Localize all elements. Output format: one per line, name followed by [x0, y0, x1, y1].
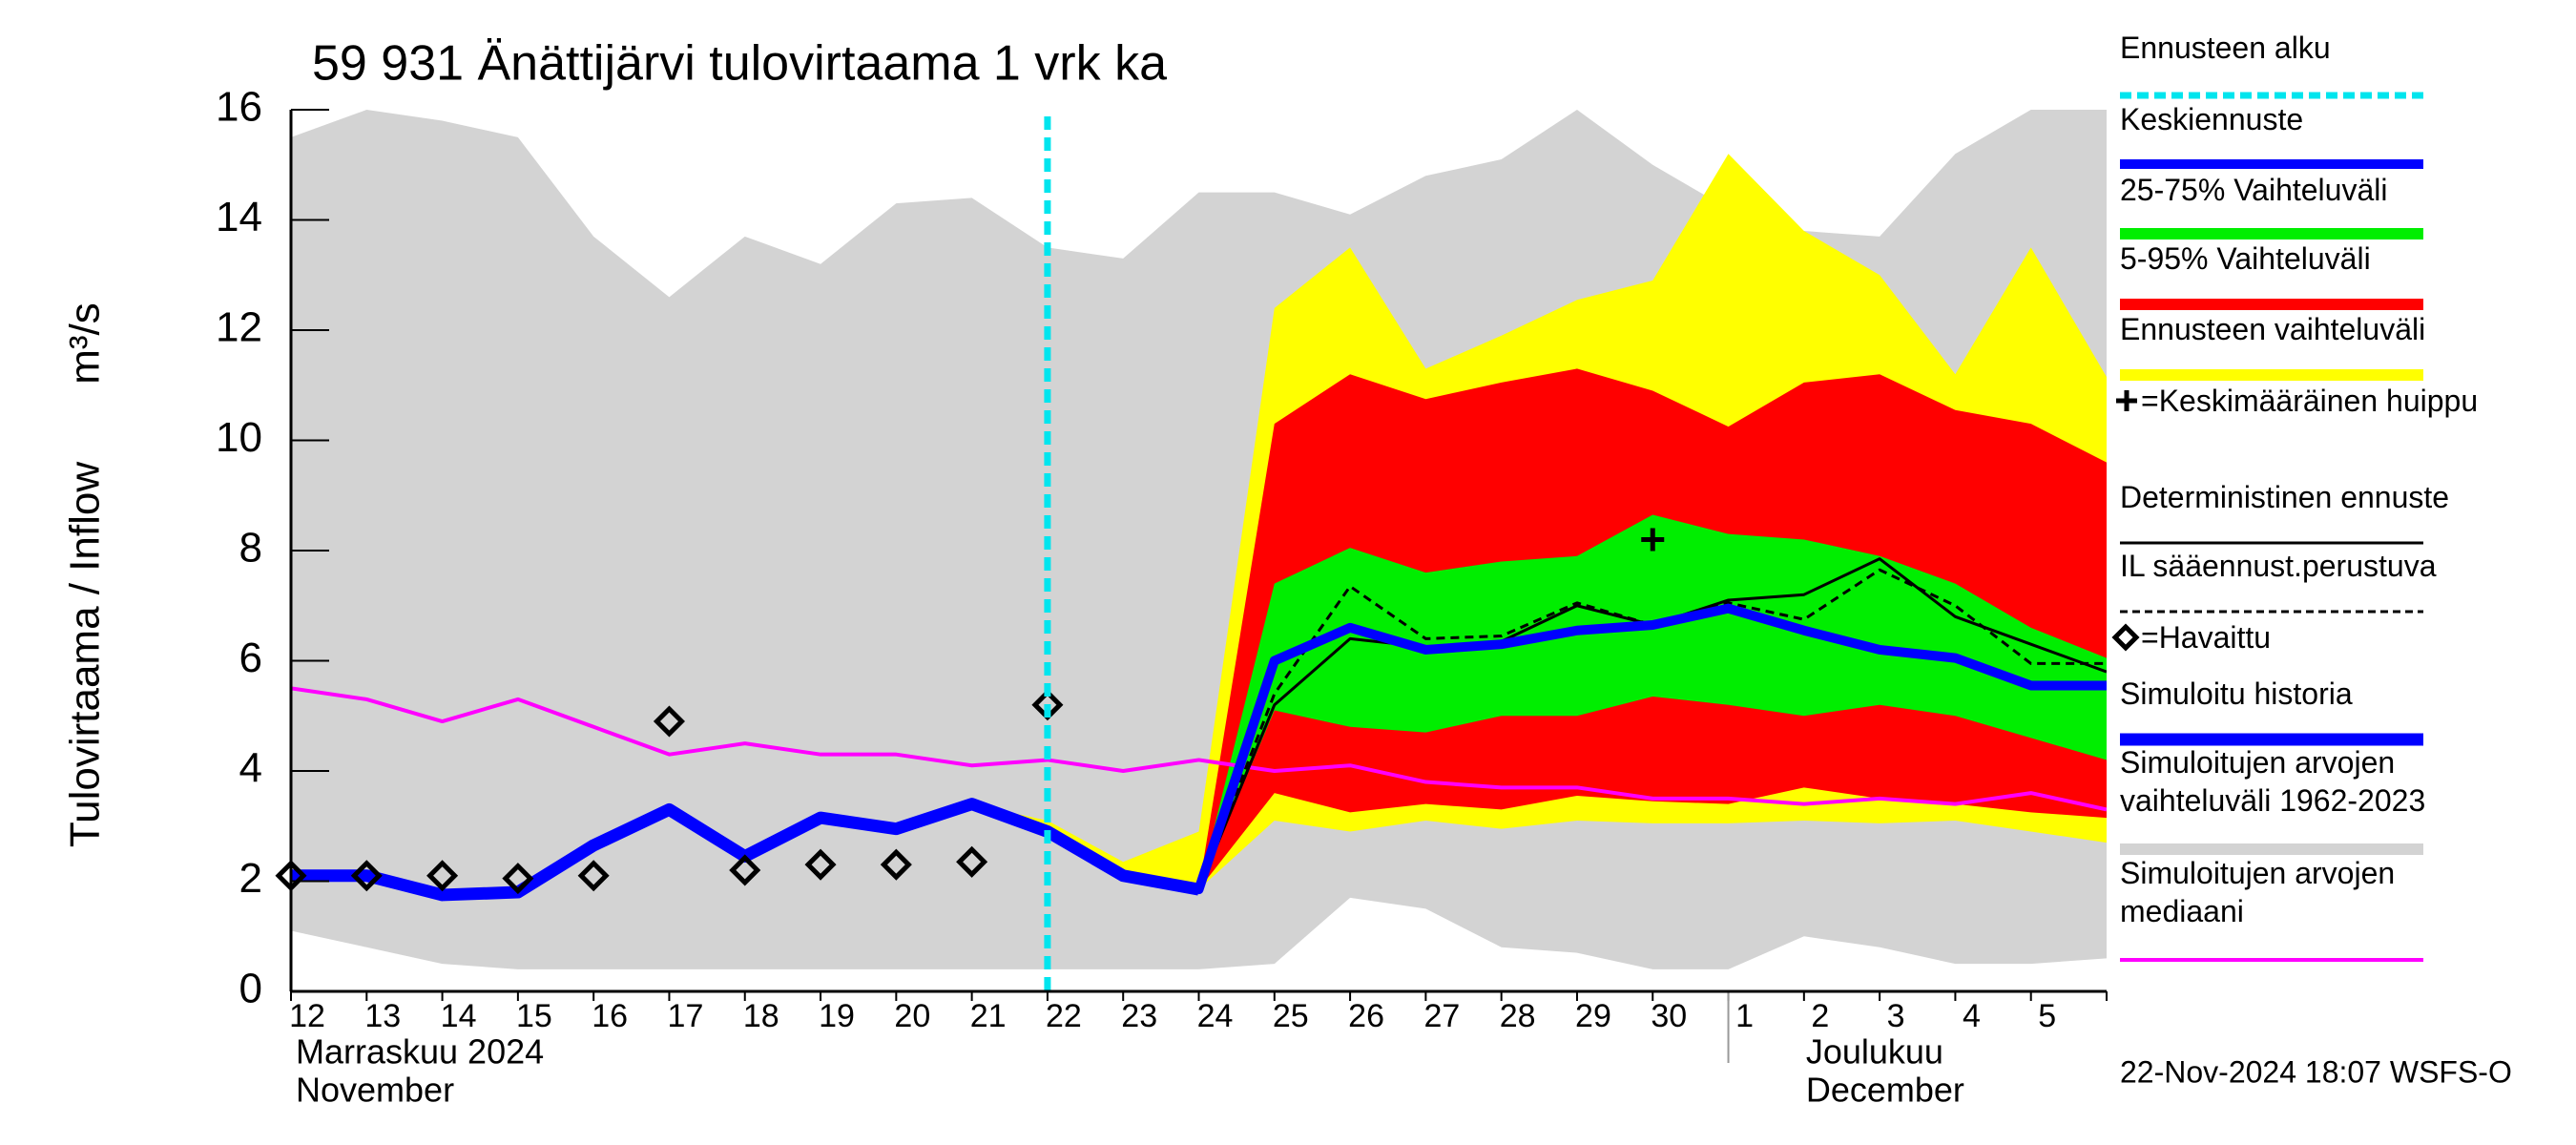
x-tick-label: 20 [894, 998, 930, 1034]
observed-marker [956, 845, 988, 878]
x-tick-label: 17 [668, 998, 704, 1034]
x-tick-label: 12 [289, 998, 325, 1034]
legend-icon [2111, 623, 2140, 652]
band [1198, 514, 2107, 890]
legend-icon [2116, 390, 2137, 411]
legend-label: 5-95% Vaihteluväli [2120, 241, 2371, 276]
legend-label: =Havaittu [2141, 620, 2272, 655]
x-tick-label: 26 [1348, 998, 1384, 1034]
x-tick-label: 22 [1046, 998, 1082, 1034]
observed-marker [426, 860, 459, 892]
observed-marker [729, 854, 761, 886]
legend-label: Deterministinen ennuste [2120, 480, 2450, 514]
legend-label: Simuloitu historia [2120, 677, 2353, 711]
footer: 22-Nov-2024 18:07 WSFS-O [2120, 1054, 2512, 1089]
month-label: Marraskuu 2024 [296, 1032, 544, 1072]
legend-label: Keskiennuste [2120, 102, 2304, 136]
observed-marker [350, 860, 383, 892]
x-tick-label: 3 [1887, 998, 1905, 1034]
y-tick-label: 12 [216, 304, 262, 351]
legend-label: Simuloitujen arvojen mediaani [2120, 856, 2396, 928]
y-axis-unit: m³/s [62, 302, 109, 385]
x-tick-label: 13 [364, 998, 401, 1034]
y-tick-label: 8 [239, 525, 262, 572]
y-tick-label: 0 [239, 966, 262, 1012]
y-tick-label: 4 [239, 745, 262, 792]
month-label-en: November [296, 1071, 454, 1110]
x-tick-label: 16 [592, 998, 628, 1034]
x-tick-label: 25 [1273, 998, 1309, 1034]
x-tick-label: 18 [743, 998, 779, 1034]
x-tick-label: 2 [1811, 998, 1829, 1034]
y-tick-label: 14 [216, 194, 262, 240]
legend-label: IL sääennust.perustuva [2120, 549, 2437, 583]
observed-marker [502, 863, 534, 895]
y-tick-label: 10 [216, 414, 262, 461]
x-tick-label: 24 [1197, 998, 1234, 1034]
x-tick-label: 30 [1651, 998, 1687, 1034]
legend-label: 25-75% Vaihteluväli [2120, 173, 2388, 207]
x-tick-label: 28 [1500, 998, 1536, 1034]
observed-marker [880, 848, 912, 881]
observed-marker [804, 848, 837, 881]
plot [291, 110, 2107, 969]
x-tick-label: 14 [441, 998, 477, 1034]
x-tick-label: 19 [819, 998, 855, 1034]
x-tick-label: 29 [1575, 998, 1611, 1034]
x-tick-label: 21 [970, 998, 1007, 1034]
legend-label: =Keskimääräinen huippu [2141, 384, 2479, 418]
y-tick-label: 2 [239, 855, 262, 902]
chart-title: 59 931 Änättijärvi tulovirtaama 1 vrk ka [312, 36, 1167, 92]
x-tick-label: 15 [516, 998, 552, 1034]
line [291, 686, 2107, 812]
legend-label: Ennusteen alku [2120, 31, 2331, 65]
legend-label: Simuloitujen arvojen vaihteluväli 1962-2… [2120, 745, 2426, 818]
x-tick-label: 27 [1423, 998, 1460, 1034]
observed-marker [653, 705, 685, 738]
month-label-en: December [1806, 1071, 1964, 1110]
legend-label: Ennusteen vaihteluväli [2120, 312, 2426, 346]
x-tick-label: 23 [1121, 998, 1157, 1034]
line [969, 603, 2107, 895]
x-tick-label: 5 [2038, 998, 2056, 1034]
peak-marker [1641, 528, 1665, 552]
x-tick-label: 4 [1963, 998, 1981, 1034]
y-axis-label: Tulovirtaama / Inflow [62, 462, 109, 848]
y-tick-label: 16 [216, 84, 262, 131]
month-label: Joulukuu [1806, 1032, 1943, 1072]
x-tick-label: 1 [1735, 998, 1754, 1034]
y-tick-label: 6 [239, 635, 262, 681]
observed-marker [577, 860, 610, 892]
